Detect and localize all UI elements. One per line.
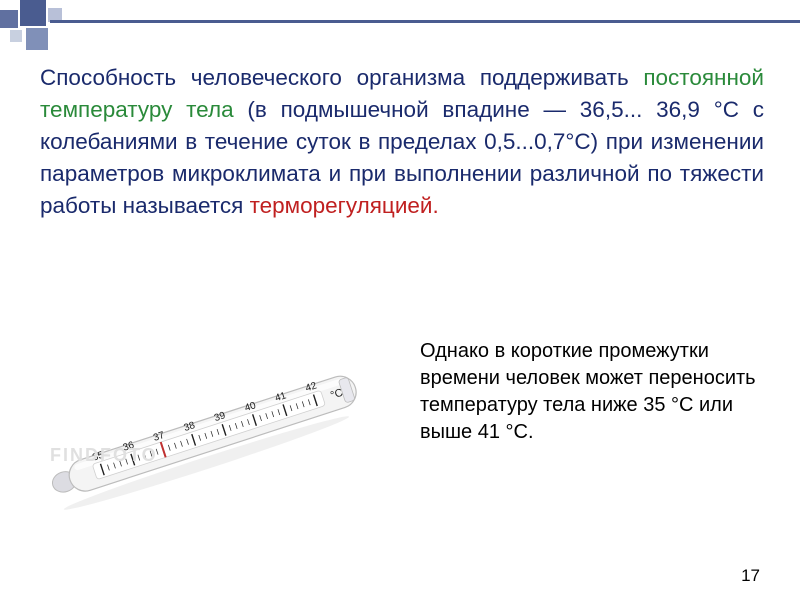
watermark-text: FINDFOTO	[50, 445, 158, 466]
top-stripe	[50, 20, 800, 23]
corner-decoration	[0, 0, 130, 60]
decor-square	[10, 30, 22, 42]
main-content: Способность человеческого организма подд…	[40, 62, 764, 222]
side-paragraph: Однако в короткие промежутки времени чел…	[420, 330, 764, 446]
decor-square	[26, 28, 48, 50]
thermometer-image: FINDFOTO 3536373839404142°C	[40, 330, 400, 530]
decor-square	[0, 10, 18, 28]
page-number: 17	[741, 566, 760, 586]
decor-square	[20, 0, 46, 26]
text-segment-red: терморегуляцией.	[250, 193, 439, 218]
thermometer-svg: 3536373839404142°C	[40, 330, 400, 530]
text-segment: Способность человеческого организма подд…	[40, 65, 643, 90]
bottom-row: FINDFOTO 3536373839404142°C Однако в кор…	[40, 330, 764, 530]
main-paragraph: Способность человеческого организма подд…	[40, 62, 764, 222]
